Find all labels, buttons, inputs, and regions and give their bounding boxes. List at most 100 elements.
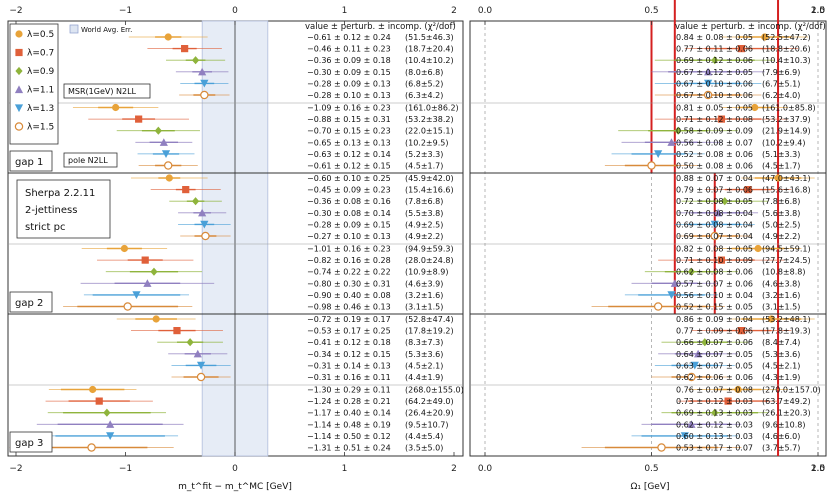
right-tick-label: 2.0 [811, 6, 826, 16]
left-value: −0.82 ± 0.16 ± 0.28 [307, 256, 391, 265]
right-marker [761, 33, 769, 41]
world-avg-label: World Avg. Err. [81, 26, 132, 34]
right-x-axis-label: Ω₁ [GeV] [630, 482, 669, 492]
axis-ticks: −2−2−1−10011220.00.00.50.51.01.01.51.52.… [9, 6, 826, 474]
right-value: 0.62 ± 0.08 ± 0.06 [676, 268, 753, 277]
left-tick-label: 1 [342, 6, 348, 16]
left-value: −0.61 ± 0.12 ± 0.15 [307, 162, 391, 171]
right-marker [717, 115, 726, 123]
left-chi: (4.9±2.2) [405, 232, 443, 241]
left-value: −0.36 ± 0.09 ± 0.18 [307, 56, 391, 65]
left-chi: (10.2±9.5) [405, 138, 448, 147]
right-marker [667, 291, 676, 299]
right-chi: (17.8±19.3) [762, 327, 811, 336]
left-chi: (10.9±8.9) [405, 268, 448, 277]
left-marker [201, 231, 210, 241]
left-value: −0.60 ± 0.10 ± 0.25 [307, 174, 391, 183]
left-marker [161, 150, 171, 158]
left-value: −1.09 ± 0.16 ± 0.23 [307, 104, 391, 113]
right-tick-label: 0.5 [644, 464, 658, 474]
pole-box [63, 152, 118, 168]
left-marker [159, 138, 168, 146]
left-value: −0.28 ± 0.10 ± 0.13 [307, 91, 391, 100]
right-chi: (5.3±3.6) [762, 350, 800, 359]
left-value: −0.74 ± 0.22 ± 0.22 [307, 268, 391, 277]
left-chi: (94.9±59.3) [405, 245, 454, 254]
left-value: −0.46 ± 0.11 ± 0.23 [307, 45, 391, 54]
left-value: −0.72 ± 0.19 ± 0.17 [307, 315, 391, 324]
right-tick-label: 2.0 [811, 464, 826, 474]
left-marker [89, 385, 97, 394]
left-chi: (8.0±6.8) [405, 68, 443, 77]
right-marker [714, 208, 723, 217]
left-tick-label: 1 [342, 464, 348, 474]
left-chi: (6.3±4.2) [405, 91, 443, 100]
left-value: −0.31 ± 0.14 ± 0.13 [307, 361, 391, 370]
left-value: −0.90 ± 0.40 ± 0.08 [307, 291, 391, 300]
right-chi: (53.2±48.1) [762, 315, 811, 324]
right-marker [680, 432, 689, 440]
right-value: 0.64 ± 0.07 ± 0.05 [676, 350, 753, 359]
gap1-label: gap 1 [15, 157, 43, 168]
right-marker [694, 349, 703, 358]
gap1-box [9, 150, 53, 172]
right-value: 0.63 ± 0.07 ± 0.05 [676, 361, 753, 370]
left-marker [165, 174, 173, 182]
left-value: −0.80 ± 0.30 ± 0.31 [307, 279, 391, 288]
left-chi: (6.8±5.2) [405, 79, 443, 88]
left-marker [196, 372, 206, 382]
right-value: 0.62 ± 0.06 ± 0.06 [676, 373, 753, 382]
gap2-box [9, 291, 53, 313]
left-value: −0.36 ± 0.08 ± 0.16 [307, 197, 391, 206]
right-marker [744, 186, 752, 194]
right-value: 0.69 ± 0.12 ± 0.06 [676, 56, 753, 65]
left-value: −0.28 ± 0.09 ± 0.15 [307, 220, 391, 229]
right-value: 0.86 ± 0.09 ± 0.04 [676, 315, 753, 324]
left-tick-label: 2 [451, 6, 457, 16]
left-chi: (28.0±24.8) [405, 256, 454, 265]
right-marker [674, 126, 682, 135]
left-marker [200, 79, 209, 88]
left-value: −0.88 ± 0.15 ± 0.31 [307, 115, 391, 124]
right-marker [734, 385, 742, 394]
left-value: −0.30 ± 0.08 ± 0.14 [307, 209, 391, 218]
right-chi: (161.0±85.8) [762, 104, 816, 113]
right-value: 0.66 ± 0.07 ± 0.06 [676, 338, 753, 347]
left-tick-label: 0 [232, 6, 238, 16]
right-chi: (52.5±47.2) [762, 33, 811, 42]
left-value: −0.70 ± 0.15 ± 0.23 [307, 127, 391, 136]
right-chi: (3.2±1.6) [762, 291, 800, 300]
left-marker [182, 186, 190, 194]
right-marker [704, 67, 713, 76]
right-chi: (15.6±16.8) [762, 186, 811, 195]
right-tick-label: 1.0 [811, 6, 826, 16]
legend-label: λ=1.1 [27, 86, 54, 96]
right-chi: (47.0±43.1) [762, 174, 811, 183]
right-value: 0.69 ± 0.08 ± 0.04 [676, 220, 753, 229]
left-chi: (64.2±49.0) [405, 397, 454, 406]
legend-marker [14, 104, 24, 113]
left-tick-label: −2 [9, 6, 22, 16]
right-chi: (4.6±3.8) [762, 279, 800, 288]
right-value: 0.76 ± 0.07 ± 0.08 [676, 386, 753, 395]
legend-marker [14, 122, 24, 131]
right-marker [653, 302, 663, 311]
right-marker [710, 231, 719, 241]
sherpa-line-1: Sherpa 2.2.11 [25, 188, 95, 199]
left-marker [87, 443, 96, 452]
left-marker [150, 267, 158, 276]
left-marker [198, 208, 207, 217]
right-chi: (10.4±10.3) [762, 56, 811, 65]
right-chi: (63.7±49.2) [762, 397, 811, 406]
right-marker [737, 327, 746, 335]
gap3-label: gap 3 [15, 438, 43, 449]
left-value: −0.30 ± 0.09 ± 0.15 [307, 68, 391, 77]
left-tick-label: −1 [119, 6, 132, 16]
left-chi: (22.0±15.1) [405, 127, 454, 136]
right-marker [717, 256, 726, 264]
left-chi: (268.0±155.0) [405, 386, 464, 395]
left-marker [200, 90, 209, 100]
left-value: −0.65 ± 0.13 ± 0.13 [307, 138, 391, 147]
sherpa-line-3: strict pc [25, 222, 65, 233]
right-value: 0.72 ± 0.08 ± 0.05 [676, 197, 753, 206]
